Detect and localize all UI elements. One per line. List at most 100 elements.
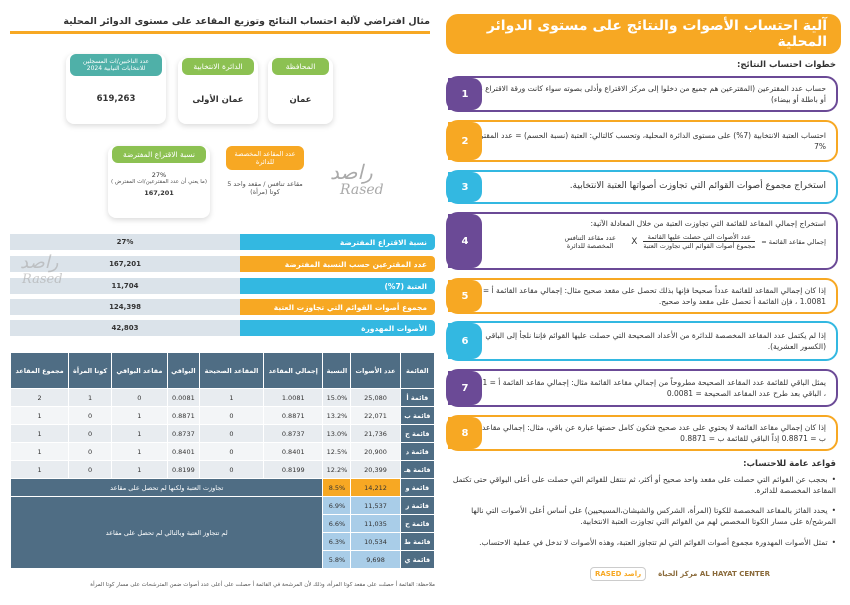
- table-cell: 0: [68, 424, 112, 443]
- table-cell: 0.8199: [263, 460, 324, 479]
- table-cell: 1: [9, 460, 70, 479]
- bar-value: 167,201: [10, 256, 240, 272]
- list-name-cell: قائمة هـ: [399, 460, 436, 479]
- table-cell: 0.8737: [166, 424, 200, 443]
- list-name-cell: قائمة ج: [399, 424, 436, 443]
- bar-label: نسبة الاقتراع المفترضة: [240, 234, 435, 250]
- table-cell: 8.5%: [322, 478, 352, 497]
- table-cell: 12.2%: [322, 460, 352, 479]
- table-cell: 12.5%: [322, 442, 352, 461]
- table-cell: 0.8401: [166, 442, 200, 461]
- table-cell: 0: [198, 442, 265, 461]
- bar-voters: عدد المقترعين حسب النسبة المفترضة 167,20…: [10, 256, 435, 272]
- table-cell: 1: [198, 388, 265, 407]
- passed-no-seat-note: تجاوزت العتبة ولكنها لم تحصل على مقاعد: [9, 478, 324, 497]
- formula-x: X: [631, 236, 638, 247]
- table-cell: 1: [9, 406, 70, 425]
- list-name-cell: قائمة ط: [399, 532, 436, 551]
- step-text: احتساب العتبة الانتخابية (7%) على مستوى …: [460, 130, 826, 151]
- col-header: القائمة: [399, 352, 436, 389]
- formula-denominator: مجموع أصوات القوائم التي تجاوزت العتبة: [643, 242, 756, 251]
- table-cell: 0: [68, 406, 112, 425]
- below-threshold-note: لم تتجاوز العتبة وبالتالي لم تحصل على مق…: [9, 496, 324, 569]
- step-text: استخراج إجمالي المقاعد للقائمة التي تجاو…: [590, 219, 826, 228]
- formula-left: إجمالي مقاعد القائمة =: [761, 237, 826, 246]
- card-value: 619,263: [96, 94, 136, 104]
- bar-threshold: العتبة (7%) 11,704: [10, 278, 435, 294]
- table-cell: 25,080: [350, 388, 401, 407]
- formula-right: عدد مقاعد التنافس المخصصة للدائرة: [564, 233, 616, 250]
- step-number: 6: [448, 323, 482, 359]
- col-header: إجمالي المقاعد: [263, 352, 324, 389]
- step-2: احتساب العتبة الانتخابية (7%) على مستوى …: [446, 120, 838, 162]
- col-header: عدد الأصوات: [350, 352, 401, 389]
- col-header: مجموع المقاعد: [9, 352, 70, 389]
- table-cell: 1: [110, 406, 168, 425]
- step-number: 7: [448, 371, 482, 405]
- table-row: قائمة د 20,900 12.5% 0.8401 0 0.8401 1 0 1: [9, 442, 436, 461]
- rule-item: بحجب عن القوائم التي حصلت على مقعد واحد …: [446, 474, 836, 497]
- table-cell: 20,399: [350, 460, 401, 479]
- logos: RASED راصد مركز الحياة AL HAYAT CENTER: [590, 567, 774, 581]
- table-row: قائمة ي 9,698 5.8%: [11, 550, 436, 569]
- seats-card: عدد المقاعد المخصصة للدائرة 5 مقاعد تناف…: [222, 146, 308, 218]
- table-cell: 1.0081: [263, 388, 324, 407]
- table-cell: 0.8871: [166, 406, 200, 425]
- card-value: عمان الأولى: [192, 95, 244, 105]
- list-name-cell: قائمة و: [399, 478, 436, 497]
- voters-card: عدد الناخبين/ات المسجلين للانتخابات الني…: [66, 54, 166, 124]
- table-cell: 6.6%: [322, 514, 352, 533]
- table-cell: 15.0%: [322, 388, 352, 407]
- table-cell: 5.8%: [322, 550, 352, 569]
- watermark-logo-en: Rased: [22, 272, 63, 287]
- formula-numerator: عدد الأصوات التي حصلت عليها القائمة: [643, 233, 756, 243]
- table-cell: 11,035: [350, 514, 401, 533]
- table-header-row: القائمة عدد الأصوات النسبة إجمالي المقاع…: [9, 352, 436, 389]
- example-title: مثال افتراضي لآلية احتساب النتائج وتوزيع…: [10, 16, 430, 34]
- table-cell: 10,534: [350, 532, 401, 551]
- card-header: عدد الناخبين/ات المسجلين للانتخابات الني…: [70, 54, 162, 76]
- rules-heading: قواعد عامة للاحتساب:: [743, 459, 836, 469]
- step-text: إذا كان إجمالي المقاعد للقائمة عدداً صحي…: [482, 285, 826, 306]
- col-header: المقاعد الصحيحة: [198, 352, 265, 389]
- watermark-logo-en: Rased: [340, 182, 384, 198]
- card-header: عدد المقاعد المخصصة للدائرة: [226, 146, 304, 170]
- step-number: 3: [448, 172, 482, 202]
- list-name-cell: قائمة ب: [399, 406, 436, 425]
- step-6: إذا لم يكتمل عدد المقاعد المخصصة للدائرة…: [446, 321, 838, 361]
- rased-logo: RASED راصد: [590, 567, 647, 581]
- step-number: 5: [448, 280, 482, 312]
- card-value: 5 مقاعد تنافس / مقعد واحد كوتا (مرأة): [227, 180, 303, 196]
- step-8: إذا كان إجمالي مقاعد القائمة لا يحتوي عل…: [446, 415, 838, 451]
- step-7: يمثل الباقي للقائمة عدد المقاعد الصحيحة …: [446, 369, 838, 407]
- table-cell: 0.0081: [166, 388, 200, 407]
- table-cell: 0: [198, 424, 265, 443]
- card-header: المحافظة: [272, 58, 329, 75]
- step-5: إذا كان إجمالي المقاعد للقائمة عدداً صحي…: [446, 278, 838, 314]
- table-cell: 0.8737: [263, 424, 324, 443]
- list-name-cell: قائمة ح: [399, 514, 436, 533]
- watermark-logo: راصد: [20, 252, 59, 273]
- table-cell: 0: [110, 388, 168, 407]
- list-name-cell: قائمة أ: [399, 388, 436, 407]
- bar-passing-votes: مجموع أصوات القوائم التي تجاوزت العتبة 1…: [10, 299, 435, 315]
- table-cell: 1: [110, 442, 168, 461]
- table-cell: 0: [198, 460, 265, 479]
- table-row: قائمة و 14,212 8.5% تجاوزت العتبة ولكنها لم…: [9, 478, 436, 497]
- bar-value: 42,803: [10, 320, 240, 336]
- table-cell: 1: [110, 460, 168, 479]
- table-cell: 0: [198, 406, 265, 425]
- step-number: 2: [448, 122, 482, 160]
- table-row: قائمة ح 11,035 6.6%: [11, 514, 436, 533]
- table-row: قائمة ط 10,534 6.3%: [11, 532, 436, 551]
- seat-formula: إجمالي مقاعد القائمة = عدد الأصوات التي …: [488, 233, 826, 250]
- results-table: القائمة عدد الأصوات النسبة إجمالي المقاع…: [9, 352, 436, 569]
- bar-value: 27%: [10, 234, 240, 250]
- table-cell: 22,071: [350, 406, 401, 425]
- col-header: البواقي: [166, 352, 200, 389]
- step-3: استخراج مجموع أصوات القوائم التي تجاوزت …: [446, 170, 838, 204]
- step-1: حساب عدد المقترعين (المقترعين هم جميع من…: [446, 76, 838, 112]
- step-4: استخراج إجمالي المقاعد للقائمة التي تجاو…: [446, 212, 838, 270]
- step-text: إذا لم يكتمل عدد المقاعد المخصصة للدائرة…: [485, 330, 826, 351]
- table-row: قائمة ز 11,537 6.9% لم تتجاوز العتبة وبالتا…: [9, 496, 436, 569]
